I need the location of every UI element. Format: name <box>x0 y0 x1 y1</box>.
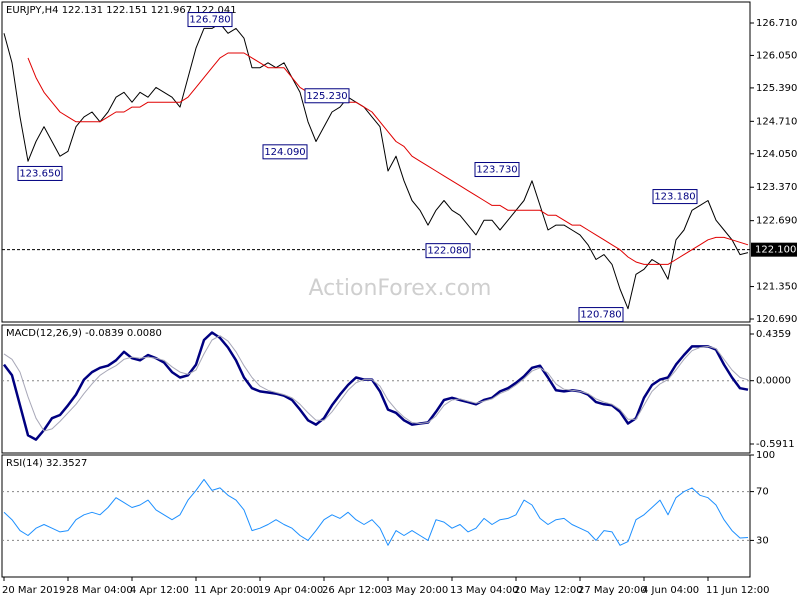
y-tick-label: 124.710 <box>756 116 797 127</box>
x-tick-label: 11 Jun 12:00 <box>706 585 770 596</box>
y-tick-label: 100 <box>756 450 775 461</box>
y-tick-label: 30 <box>756 535 769 546</box>
price-title: EURJPY,H4 122.131 122.151 121.967 122.04… <box>6 5 237 16</box>
y-tick-label: 121.350 <box>756 282 797 293</box>
x-tick-label: 20 May 12:00 <box>514 585 583 596</box>
rsi-title: RSI(14) 32.3527 <box>6 458 87 469</box>
y-tick-label: 0.0000 <box>756 376 791 387</box>
annotation-label: 123.180 <box>654 192 695 203</box>
macd-frame <box>1 324 751 454</box>
annotation-box <box>652 189 698 205</box>
x-tick-label: 28 Mar 04:00 <box>66 585 133 596</box>
annotation-box <box>578 307 624 323</box>
annotation-box <box>17 165 63 181</box>
x-tick-label: 19 Apr 04:00 <box>258 585 323 596</box>
annotation-label: 126.780 <box>189 15 230 26</box>
series-line <box>2 331 749 441</box>
y-tick-label: 70 <box>756 487 769 498</box>
annotation-box <box>474 162 520 178</box>
y-tick-label: 126.710 <box>756 18 797 29</box>
watermark: ActionForex.com <box>309 276 492 301</box>
annotation-box <box>187 12 233 28</box>
annotation-label: 123.730 <box>476 165 517 176</box>
y-tick-label: 125.390 <box>756 83 797 94</box>
y-tick-label: -0.5911 <box>756 439 795 450</box>
annotation-box <box>304 88 350 104</box>
x-tick-label: 4 Apr 12:00 <box>130 585 189 596</box>
series-line <box>27 52 749 265</box>
series-line <box>3 478 749 546</box>
current-price-box <box>751 242 797 257</box>
x-tick-label: 11 Apr 20:00 <box>194 585 259 596</box>
series-line <box>3 23 749 310</box>
current-price-label: 122.100 <box>755 245 796 256</box>
y-tick-label: 124.050 <box>756 149 797 160</box>
macd-title: MACD(12,26,9) -0.0839 0.0080 <box>6 328 162 339</box>
y-tick-label: 120.690 <box>756 314 797 325</box>
x-tick-label: 20 Mar 2019 <box>2 585 65 596</box>
y-tick-label: 126.050 <box>756 50 797 61</box>
x-tick-label: 4 Jun 04:00 <box>642 585 699 596</box>
x-tick-label: 27 May 20:00 <box>578 585 647 596</box>
annotation-label: 125.230 <box>306 91 347 102</box>
annotation-label: 124.090 <box>264 147 305 158</box>
series-line <box>3 335 749 432</box>
x-tick-label: 3 May 20:00 <box>386 585 448 596</box>
y-tick-label: 123.370 <box>756 182 797 193</box>
price-frame <box>1 1 751 323</box>
annotation-box <box>262 144 308 160</box>
y-tick-label: 122.690 <box>756 216 797 227</box>
x-tick-label: 13 May 04:00 <box>450 585 519 596</box>
rsi-frame <box>1 454 751 578</box>
x-tick-label: 26 Apr 12:00 <box>322 585 387 596</box>
annotation-label: 122.080 <box>427 246 468 257</box>
annotation-label: 123.650 <box>19 168 60 179</box>
annotation-label: 120.780 <box>580 310 621 321</box>
annotation-box <box>425 243 471 259</box>
y-tick-label: 0.4359 <box>756 329 791 340</box>
